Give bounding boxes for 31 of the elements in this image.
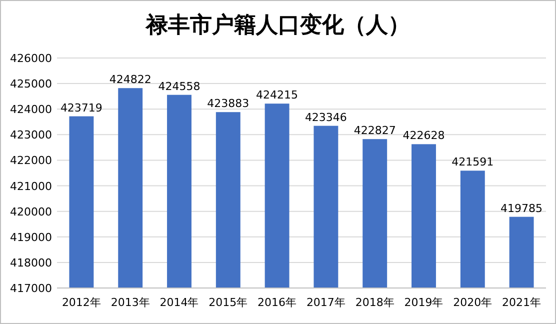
y-tick-label: 426000 [10,52,52,65]
y-tick-label: 421000 [10,180,52,193]
x-tick-label: 2016年 [258,296,297,309]
data-label: 419785 [500,202,543,215]
x-tick-label: 2021年 [502,296,542,309]
x-tick-label: 2012年 [62,296,101,309]
data-label: 422628 [402,129,445,142]
x-tick-label: 2018年 [355,296,394,309]
data-label: 421591 [452,156,494,169]
data-label: 424215 [256,88,298,102]
y-tick-label: 418000 [10,256,52,270]
x-tick-label: 2017年 [306,296,346,309]
y-tick-label: 425000 [10,78,52,91]
data-label: 423346 [304,110,347,124]
x-tick-label: 2015年 [208,296,248,309]
chart-title: 禄丰市户籍人口变化（人） [145,12,410,38]
y-tick-label: 422000 [10,154,52,168]
y-tick-label: 420000 [10,205,52,218]
y-tick-label: 424000 [10,103,52,116]
data-label: 423883 [207,97,250,110]
y-tick-label: 419000 [10,230,52,244]
x-tick-label: 2019年 [404,296,444,309]
y-tick-label: 423000 [10,128,52,142]
x-tick-label: 2020年 [453,296,492,309]
data-label: 423719 [60,101,102,114]
y-tick-label: 417000 [10,282,52,295]
x-tick-label: 2014年 [160,296,199,309]
data-label: 424822 [109,73,152,86]
data-label: 422827 [354,124,396,138]
x-tick-label: 2013年 [110,296,150,309]
data-label: 424558 [158,80,200,93]
